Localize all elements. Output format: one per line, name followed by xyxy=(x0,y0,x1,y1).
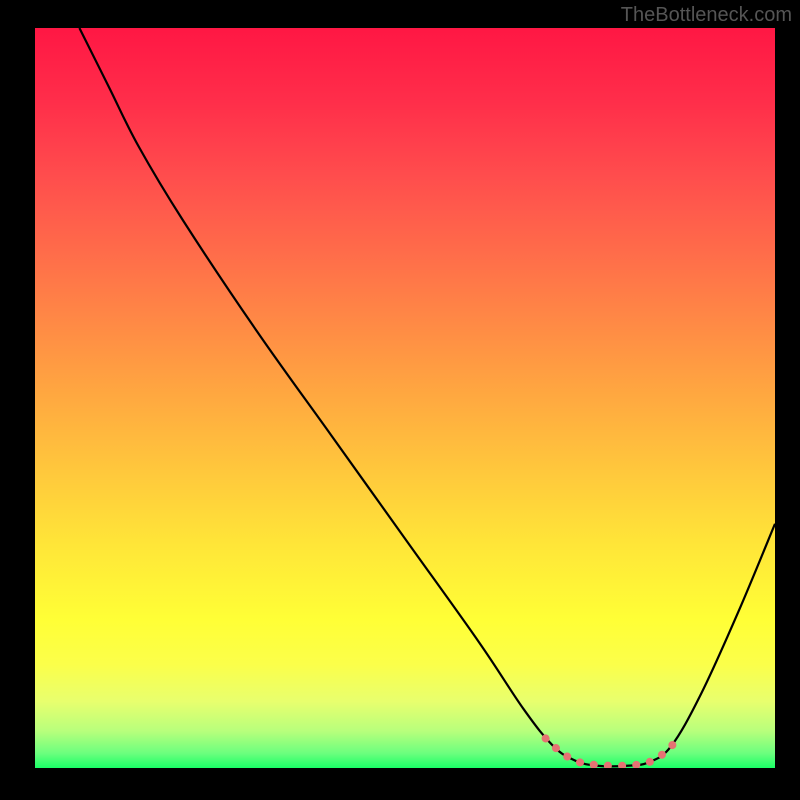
plot-area xyxy=(35,28,775,768)
main-curve xyxy=(79,28,775,766)
watermark-text: TheBottleneck.com xyxy=(621,4,792,27)
highlight-segment xyxy=(546,738,676,765)
curve-layer xyxy=(35,28,775,768)
